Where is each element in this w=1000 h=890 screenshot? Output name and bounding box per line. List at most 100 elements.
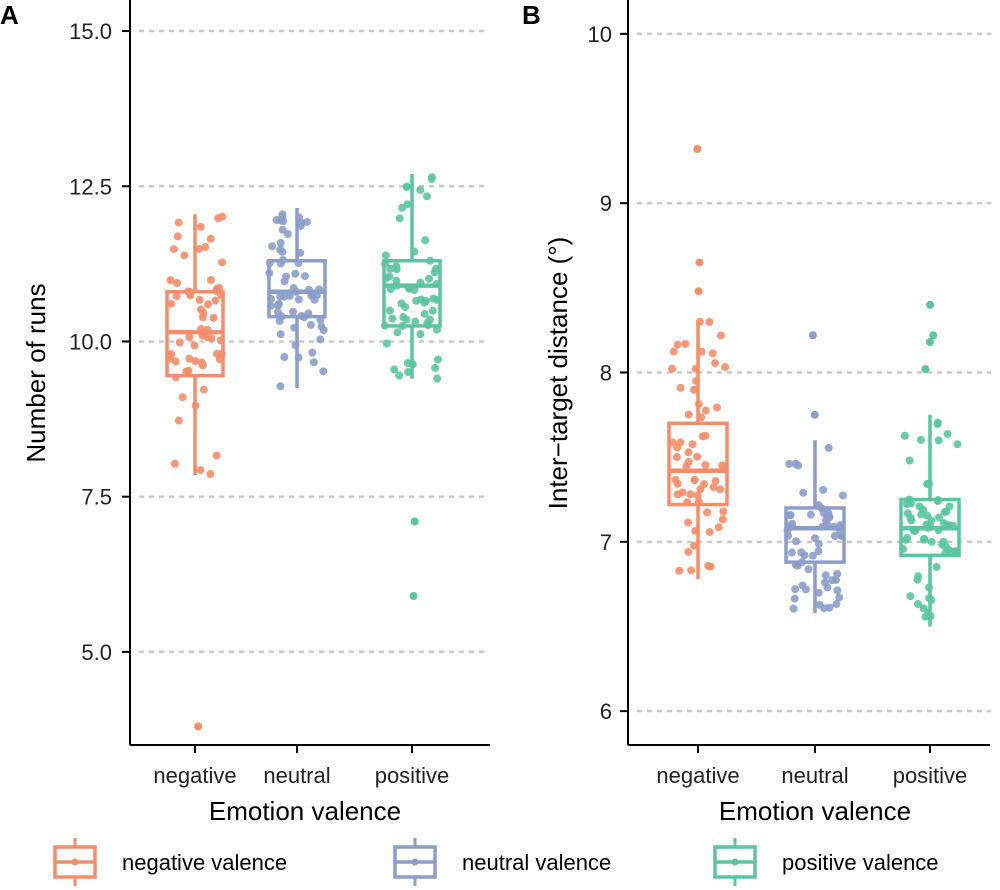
outlier-point xyxy=(810,410,819,419)
data-point xyxy=(786,511,795,520)
data-point xyxy=(173,278,182,287)
data-point xyxy=(316,335,325,344)
data-point xyxy=(319,367,328,376)
data-point xyxy=(718,515,727,524)
data-point xyxy=(785,459,794,468)
data-point xyxy=(693,452,702,461)
data-point xyxy=(711,476,720,485)
data-point xyxy=(791,537,800,546)
legend-item-negative: negative valence xyxy=(53,838,287,886)
data-point xyxy=(804,565,813,574)
data-point xyxy=(705,317,714,326)
data-point xyxy=(708,349,717,358)
data-point xyxy=(815,600,824,609)
x-tick-label: positive xyxy=(893,763,968,788)
y-tick-label: 10.0 xyxy=(69,329,112,354)
data-point xyxy=(906,592,915,601)
legend-label: negative valence xyxy=(122,850,287,875)
data-point xyxy=(824,443,833,452)
data-point xyxy=(425,274,434,283)
box-iqr xyxy=(382,259,442,328)
data-point xyxy=(913,599,922,608)
data-point xyxy=(676,383,685,392)
legend-item-neutral: neutral valence xyxy=(393,838,611,886)
data-point xyxy=(212,349,221,358)
data-point xyxy=(811,534,820,543)
data-point xyxy=(919,604,928,613)
data-point xyxy=(830,532,839,541)
data-point xyxy=(174,218,183,227)
data-point xyxy=(185,333,194,342)
data-point xyxy=(428,306,437,315)
data-point xyxy=(276,330,285,339)
data-point xyxy=(700,480,709,489)
x-tick-label: neutral xyxy=(263,763,330,788)
y-tick-label: 15.0 xyxy=(69,19,112,44)
data-point xyxy=(906,499,915,508)
outlier-point xyxy=(693,145,702,153)
data-point xyxy=(206,275,215,284)
data-point xyxy=(280,353,289,362)
data-point xyxy=(903,509,912,518)
legend-point xyxy=(411,858,419,866)
data-point xyxy=(711,359,720,368)
data-point xyxy=(306,320,315,329)
data-point xyxy=(799,488,808,497)
data-point xyxy=(209,313,218,322)
data-point xyxy=(716,485,725,494)
data-point xyxy=(787,548,796,557)
data-point xyxy=(944,545,953,554)
data-point xyxy=(684,457,693,466)
data-point xyxy=(395,214,404,223)
data-point xyxy=(392,276,401,285)
data-point xyxy=(675,566,684,575)
outlier-point xyxy=(925,338,934,347)
data-point xyxy=(684,518,693,527)
data-point xyxy=(178,393,187,402)
x-axis-label: Emotion valence xyxy=(209,796,401,826)
data-point xyxy=(196,222,205,231)
data-point xyxy=(797,548,806,557)
data-point xyxy=(821,571,830,580)
data-point xyxy=(401,302,410,311)
data-point xyxy=(308,348,317,357)
data-point xyxy=(915,502,924,511)
data-point xyxy=(190,341,199,350)
legend-label: positive valence xyxy=(782,850,939,875)
data-point xyxy=(195,295,204,304)
x-tick-label: negative xyxy=(656,763,739,788)
y-axis-label: Inter−target distance (°) xyxy=(543,237,573,510)
data-point xyxy=(169,245,178,254)
data-point xyxy=(166,276,175,285)
outlier-point xyxy=(808,331,817,340)
data-point xyxy=(798,581,807,590)
data-point xyxy=(302,217,311,226)
data-point xyxy=(301,272,310,281)
data-point xyxy=(920,534,929,543)
data-point xyxy=(808,551,817,560)
data-point xyxy=(412,296,421,305)
data-point xyxy=(175,338,184,347)
data-point xyxy=(195,244,204,253)
data-point xyxy=(185,354,194,363)
data-point xyxy=(789,604,798,613)
data-point xyxy=(806,510,815,519)
data-point xyxy=(953,440,962,449)
data-point xyxy=(903,533,912,542)
data-point xyxy=(713,403,722,412)
data-point xyxy=(671,475,680,484)
x-axis-label: Emotion valence xyxy=(719,796,911,826)
outlier-point xyxy=(194,722,203,731)
data-point xyxy=(385,306,394,315)
data-point xyxy=(673,340,682,349)
data-point xyxy=(668,364,677,373)
data-point xyxy=(431,363,440,372)
data-point xyxy=(433,355,442,364)
box-negative xyxy=(667,145,730,580)
data-point xyxy=(703,508,712,517)
data-point xyxy=(275,316,284,325)
box-positive xyxy=(380,173,442,600)
data-point xyxy=(794,461,803,470)
data-point xyxy=(932,562,941,571)
